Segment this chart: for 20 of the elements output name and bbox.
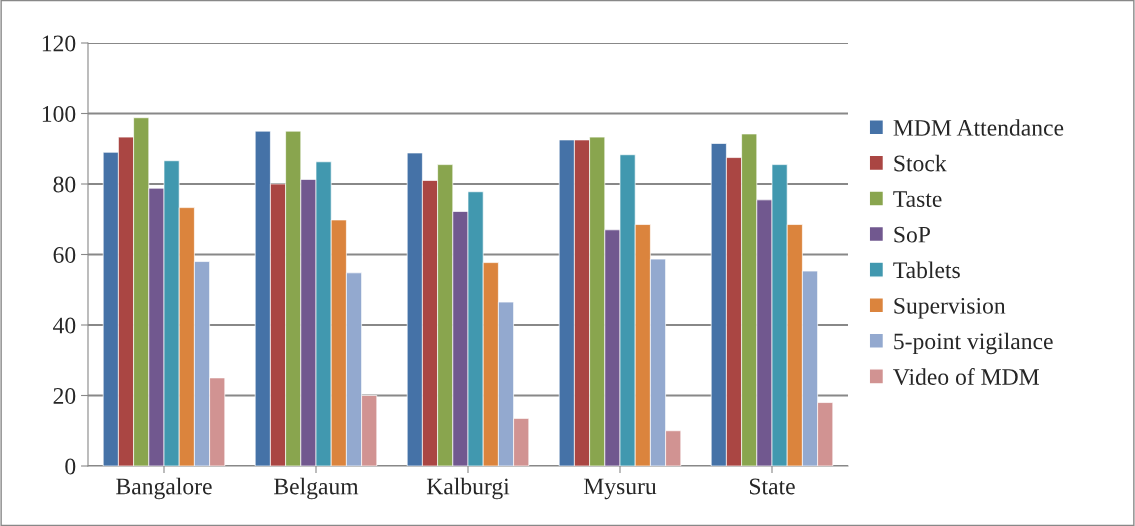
legend-label: 5-point vigilance	[894, 332, 1053, 355]
x-tick-label: Bangalore	[116, 477, 212, 500]
y-tick-label: 20	[53, 387, 76, 404]
y-tick-label: 40	[53, 317, 76, 334]
x-tick-label: Belgaum	[274, 477, 359, 500]
y-tick-label: 0	[65, 458, 76, 475]
legend-label: Stock	[894, 154, 947, 172]
legend-label: Taste	[893, 191, 942, 208]
legend-label: Video of MDM	[893, 368, 1039, 386]
x-tick-label: Kalburgi	[426, 477, 510, 500]
y-tick-label: 60	[53, 246, 76, 263]
x-tick-label: State	[749, 478, 795, 495]
x-tick-label: Mysuru	[583, 478, 657, 500]
y-tick-label: 120	[42, 35, 76, 52]
legend-label: Tablets	[893, 261, 960, 279]
y-tick-label: 100	[42, 105, 76, 122]
legend-label: MDM Attendance	[893, 119, 1064, 136]
y-tick-label: 80	[53, 176, 76, 193]
legend-label: SoP	[894, 226, 930, 243]
legend-label: Supervision	[894, 297, 1006, 319]
